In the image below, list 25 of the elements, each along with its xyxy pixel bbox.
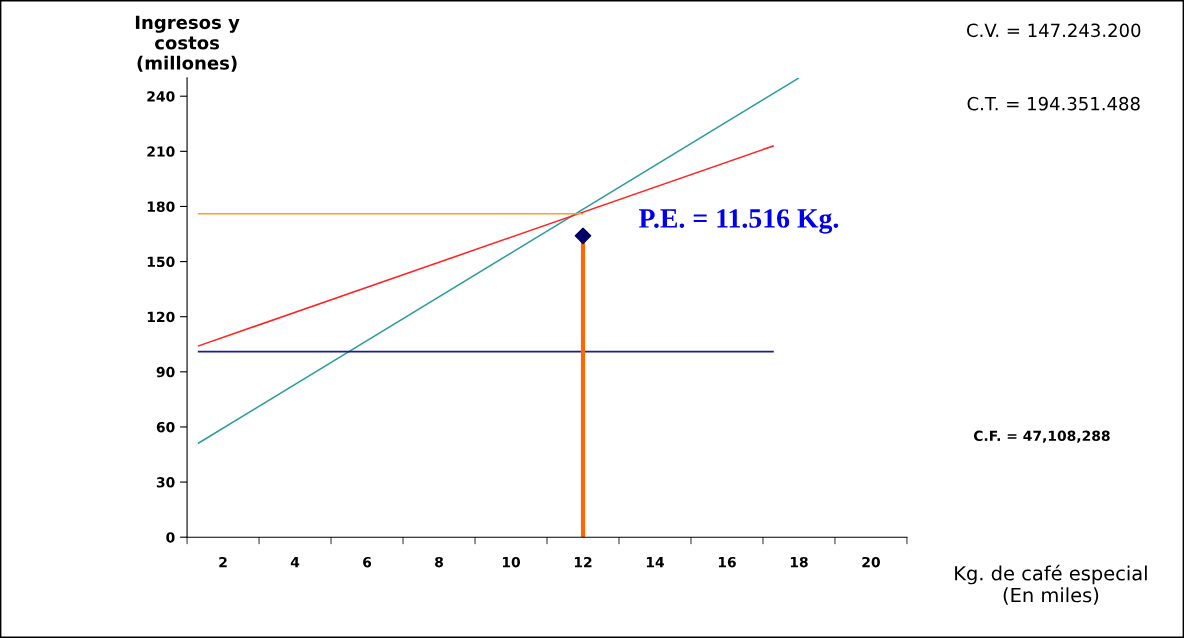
x-tick-label: 4 [290,557,300,568]
x-tick-label: 8 [435,556,443,568]
y-tick-label: 210 [147,146,175,157]
x-axis-title: Kg. de café especial (En miles) [955,564,1147,605]
y-tick-label: 240 [147,91,175,102]
y-tick-label: 120 [147,311,175,323]
x-tick-label: 18 [790,556,808,568]
y-axis-title: Ingresos y costos (millones) [135,15,240,72]
x-tick-label: 20 [862,556,880,568]
text: C.V. = 147.243.200 [966,23,1141,38]
annotation: P.E. = 11.516 Kg. [639,209,839,234]
x-tick-label: 14 [646,557,665,568]
y-tick-label: 150 [147,256,175,268]
text: C.F. = 47,108,288 [973,430,1110,443]
x-tick-label: 16 [718,556,736,568]
x-tick-label: 10 [502,556,521,568]
y-tick-label: 60 [156,421,175,433]
y-tick-label: 90 [156,366,175,378]
text: C.T. = 194.351.488 [967,96,1140,111]
x-tick-label: 12 [574,556,592,568]
y-tick-label: 30 [156,477,175,488]
x-tick-label: 2 [219,556,227,568]
x-tick-label: 6 [363,556,372,568]
y-tick-label: 0 [166,532,175,543]
y-tick-label: 180 [147,201,175,212]
